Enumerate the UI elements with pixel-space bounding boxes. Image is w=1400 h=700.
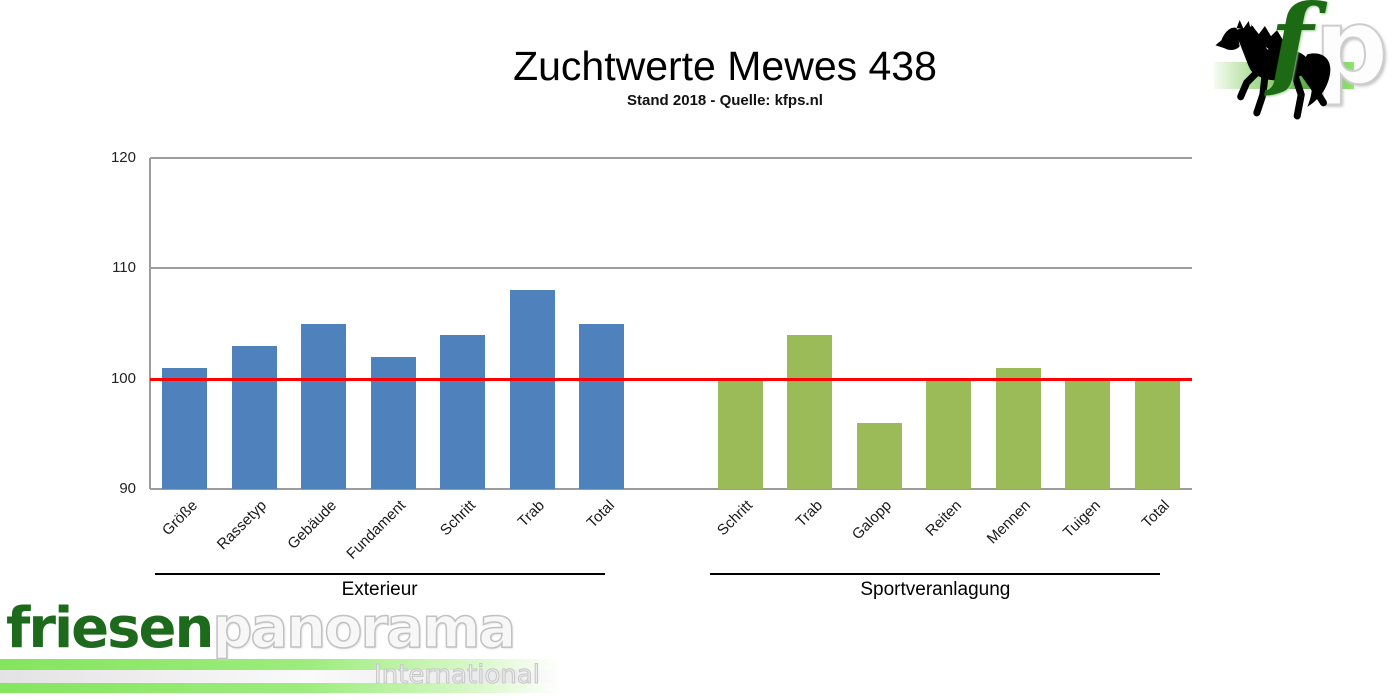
group-underline — [710, 573, 1161, 575]
bar — [995, 367, 1041, 489]
bar — [787, 334, 833, 489]
bar — [370, 356, 416, 489]
watermark-stripe-white — [0, 670, 560, 683]
y-gridline — [150, 267, 1192, 270]
y-axis-line — [149, 158, 151, 489]
logo-letter-p: p — [1313, 0, 1389, 109]
bar — [1134, 378, 1180, 489]
group-label: Sportveranlagung — [860, 579, 1011, 600]
chart-subtitle: Stand 2018 - Quelle: kfps.nl — [627, 92, 823, 110]
y-tick-label: 120 — [110, 149, 136, 166]
y-tick-label: 110 — [112, 259, 136, 277]
friesenpanorama-logo: p f — [1210, 0, 1395, 130]
y-gridline — [150, 157, 1192, 159]
chart-title: Zuchtwerte Mewes 438 — [513, 43, 937, 89]
reference-line — [150, 377, 1192, 381]
y-tick-label: 90 — [119, 480, 136, 497]
bar — [301, 323, 347, 489]
watermark-brand: friesenpanorama — [6, 595, 517, 662]
group-underline — [154, 573, 605, 575]
bar — [579, 323, 625, 489]
bar — [440, 334, 486, 489]
horse-icon — [1215, 20, 1331, 120]
y-gridline — [150, 488, 1192, 490]
watermark-stripe-green-top — [0, 659, 560, 670]
y-tick-label: 100 — [110, 369, 136, 387]
bar — [926, 378, 972, 489]
group-label: Exterieur — [341, 579, 418, 600]
watermark-brand-friesen: friesen — [6, 596, 214, 661]
bar — [231, 345, 277, 489]
bar — [717, 378, 763, 489]
watermark-brand-panorama: panorama — [212, 595, 517, 662]
watermark-tagline: International — [374, 660, 541, 691]
logo-letter-f: f — [1270, 0, 1314, 100]
title-block: Zuchtwerte Mewes 438 Stand 2018 - Quelle… — [150, 43, 1300, 110]
bar — [856, 422, 902, 489]
watermark-stripe-green-bottom — [0, 683, 560, 693]
bar — [1065, 378, 1111, 489]
bar — [162, 367, 208, 489]
bar — [509, 290, 555, 489]
